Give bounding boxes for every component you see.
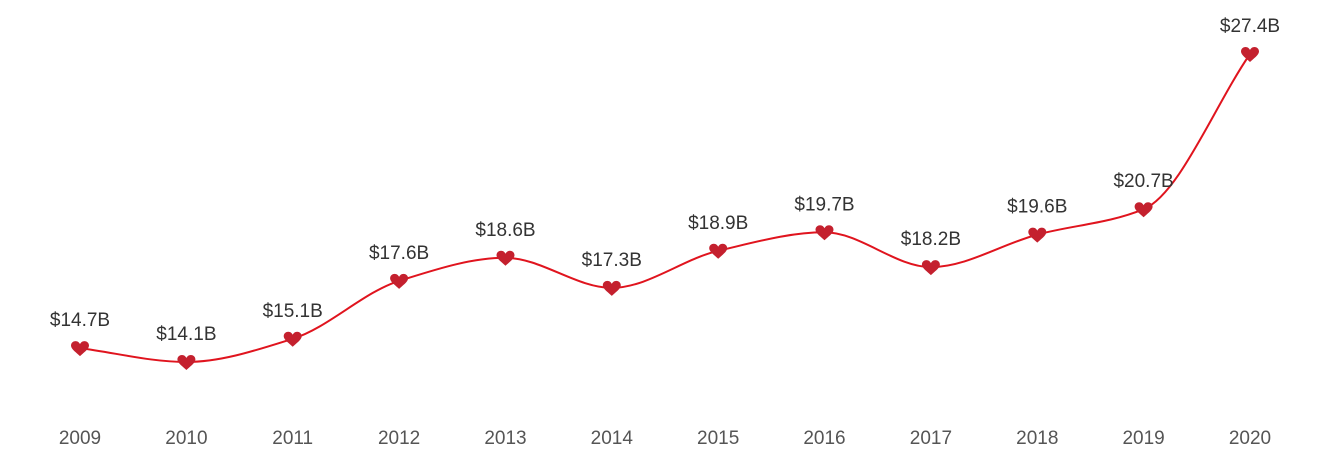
x-tick-label-2018: 2018 xyxy=(1016,428,1058,449)
heart-marker-2011 xyxy=(283,331,302,347)
heart-marker-2014 xyxy=(602,280,621,296)
heart-marker-2013 xyxy=(496,250,515,266)
heart-marker-2017 xyxy=(921,260,940,276)
data-label-2019: $20.7B xyxy=(1113,171,1173,192)
heart-marker-2015 xyxy=(709,243,728,259)
data-label-layer: $14.7B $14.1B $15.1B $17.6B $18.6B $17.3B $18.… xyxy=(50,16,1280,345)
data-label-2010: $14.1B xyxy=(156,324,216,345)
x-tick-label-2012: 2012 xyxy=(378,428,420,449)
x-tick-label-2009: 2009 xyxy=(59,428,101,449)
heart-marker-2020 xyxy=(1241,47,1259,62)
data-label-2011: $15.1B xyxy=(263,301,323,322)
line-layer xyxy=(79,53,1251,364)
series-line xyxy=(79,53,1251,364)
heart-marker-2012 xyxy=(390,273,409,289)
x-tick-label-2010: 2010 xyxy=(165,428,207,449)
marker-layer xyxy=(71,47,1259,370)
data-label-2012: $17.6B xyxy=(369,243,429,264)
x-tick-label-2014: 2014 xyxy=(591,428,634,449)
data-label-2018: $19.6B xyxy=(1007,197,1067,218)
heart-marker-2019 xyxy=(1134,202,1153,218)
heart-marker-2016 xyxy=(815,225,834,241)
x-tick-label-2016: 2016 xyxy=(803,428,845,449)
data-label-2017: $18.2B xyxy=(901,229,961,250)
x-tick-label-2013: 2013 xyxy=(484,428,526,449)
x-tick-label-2011: 2011 xyxy=(272,428,313,449)
x-tick-label-2017: 2017 xyxy=(910,428,952,449)
x-tick-label-2019: 2019 xyxy=(1122,428,1164,449)
heart-marker-2010 xyxy=(177,355,196,370)
data-label-2015: $18.9B xyxy=(688,213,748,234)
data-label-2020: $27.4B xyxy=(1220,16,1280,37)
data-label-2009: $14.7B xyxy=(50,310,110,331)
data-label-2016: $19.7B xyxy=(794,194,854,215)
x-tick-label-2020: 2020 xyxy=(1229,428,1271,449)
data-label-2014: $17.3B xyxy=(582,250,642,271)
data-label-2013: $18.6B xyxy=(475,220,535,241)
heart-marker-2018 xyxy=(1028,227,1047,243)
heart-marker-2009 xyxy=(71,341,89,357)
x-axis: 2009 2010 2011 2012 2013 2014 2015 2016 2017 2018… xyxy=(59,428,1271,449)
x-tick-label-2015: 2015 xyxy=(697,428,739,449)
